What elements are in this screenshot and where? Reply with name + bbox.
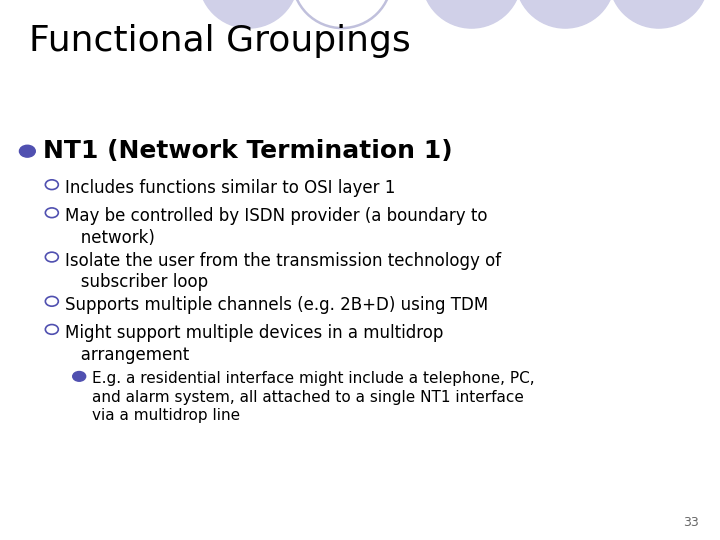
Circle shape xyxy=(45,208,58,218)
Text: Includes functions similar to OSI layer 1: Includes functions similar to OSI layer … xyxy=(65,179,395,197)
Text: 33: 33 xyxy=(683,516,698,529)
Ellipse shape xyxy=(422,0,521,28)
Circle shape xyxy=(45,325,58,334)
Text: NT1 (Network Termination 1): NT1 (Network Termination 1) xyxy=(43,139,453,163)
Ellipse shape xyxy=(609,0,708,28)
Circle shape xyxy=(45,252,58,262)
Text: E.g. a residential interface might include a telephone, PC,
and alarm system, al: E.g. a residential interface might inclu… xyxy=(92,371,535,423)
Text: Might support multiple devices in a multidrop
   arrangement: Might support multiple devices in a mult… xyxy=(65,324,444,363)
Text: Isolate the user from the transmission technology of
   subscriber loop: Isolate the user from the transmission t… xyxy=(65,252,501,291)
Ellipse shape xyxy=(292,0,392,28)
Circle shape xyxy=(45,296,58,306)
Text: May be controlled by ISDN provider (a boundary to
   network): May be controlled by ISDN provider (a bo… xyxy=(65,207,487,247)
Text: Functional Groupings: Functional Groupings xyxy=(29,24,410,58)
Text: Supports multiple channels (e.g. 2B+D) using TDM: Supports multiple channels (e.g. 2B+D) u… xyxy=(65,296,488,314)
Circle shape xyxy=(73,372,86,381)
Ellipse shape xyxy=(199,0,298,28)
Ellipse shape xyxy=(516,0,615,28)
Circle shape xyxy=(19,145,35,157)
Circle shape xyxy=(45,180,58,190)
